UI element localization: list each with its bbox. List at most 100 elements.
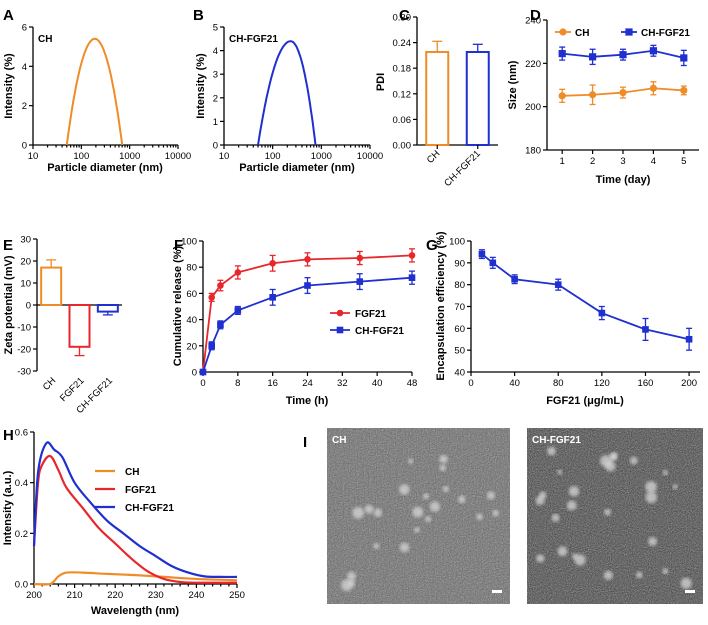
A-distribution-curve [65, 37, 124, 146]
F-marker [356, 254, 364, 262]
A-series-label: CH [38, 34, 52, 45]
F-marker [199, 368, 207, 376]
H-legend-label: FGF21 [125, 485, 157, 496]
B-x-tick-label: 10 [219, 151, 230, 162]
E-y-tick-label: -30 [17, 367, 31, 378]
sem-particle [648, 537, 658, 546]
E-bar-ch-fgf21 [96, 304, 119, 313]
H-y-tick-label: 0.6 [15, 428, 28, 439]
sem-particle [407, 458, 414, 464]
D-legend-label: CH [575, 28, 589, 39]
sem-particle [439, 454, 448, 464]
D-x-tick-label: 1 [560, 156, 565, 167]
sem-particle [629, 456, 638, 465]
F-marker [208, 342, 216, 350]
H-x-tick-label: 240 [188, 590, 204, 601]
H-y-axis-label: Intensity (a.u.) [2, 470, 14, 545]
sem-particle [412, 506, 424, 518]
G-x-tick-label: 160 [638, 378, 654, 389]
F-panel-label: F [174, 237, 183, 254]
sem-particle [645, 491, 658, 504]
D-y-tick-label: 240 [525, 16, 541, 27]
scale-bar [492, 590, 502, 593]
B-x-tick-label: 1000 [311, 151, 332, 162]
E-bar-fgf21 [68, 304, 91, 348]
F-y-tick-label: 20 [186, 341, 197, 352]
B-x-tick-label: 10000 [357, 151, 383, 162]
C-y-tick-label: 0.06 [393, 115, 412, 126]
B-y-tick-label: 5 [213, 23, 218, 34]
D-legend-marker [625, 28, 633, 36]
sem-particle [605, 460, 616, 472]
G-panel-label: G [426, 237, 438, 254]
F-y-tick-label: 40 [186, 315, 197, 326]
sem-particle [458, 495, 466, 504]
G-y-tick-label: 50 [454, 346, 465, 357]
C-y-tick-label: 0.12 [393, 89, 412, 100]
H-y-tick-label: 0.4 [15, 478, 28, 489]
G-y-tick-label: 90 [454, 258, 465, 269]
G-y-tick-label: 70 [454, 302, 465, 313]
F-marker [408, 274, 416, 281]
H-legend-label: CH-FGF21 [125, 503, 174, 514]
C-y-tick-label: 0.30 [393, 13, 412, 24]
D-x-tick-label: 5 [681, 156, 686, 167]
scale-bar [685, 590, 695, 593]
A-panel-label: A [3, 7, 14, 24]
B-x-tick-label: 100 [265, 151, 281, 162]
sem-particle [662, 469, 668, 476]
F-x-tick-label: 32 [337, 378, 348, 389]
H-x-tick-label: 230 [148, 590, 164, 601]
D-marker [589, 53, 597, 61]
B-series-label: CH-FGF21 [229, 34, 278, 45]
F-x-tick-label: 16 [267, 378, 278, 389]
H-panel-label: H [3, 427, 14, 444]
sem-particle [364, 504, 374, 514]
F-x-axis-label: Time (h) [286, 395, 329, 407]
D-marker [649, 47, 657, 55]
H-x-tick-label: 200 [26, 590, 42, 601]
I-panel-label: I [303, 434, 307, 451]
F-legend-marker [336, 309, 344, 317]
F-y-tick-label: 100 [181, 237, 197, 248]
F-x-tick-label: 8 [235, 378, 240, 389]
G-marker [685, 335, 693, 343]
B-y-axis-label: Intensity (%) [195, 53, 207, 119]
F-y-tick-label: 80 [186, 263, 197, 274]
D-y-tick-label: 200 [525, 102, 541, 113]
C-y-tick-label: 0.24 [393, 38, 412, 49]
D-marker [558, 49, 566, 58]
F-marker [304, 256, 311, 263]
D-marker [680, 54, 688, 62]
E-y-tick-label: 0 [26, 301, 31, 312]
G-x-axis-label: FGF21 (μg/mL) [546, 395, 624, 407]
D-x-tick-label: 3 [620, 156, 625, 167]
B-y-tick-label: 3 [213, 70, 218, 81]
A-y-tick-label: 0 [22, 141, 27, 152]
H-x-tick-label: 250 [229, 590, 245, 601]
E-y-tick-label: 20 [20, 257, 31, 268]
H-y-tick-label: 0.0 [15, 580, 28, 591]
D-marker [558, 92, 566, 100]
G-x-tick-label: 80 [553, 378, 564, 389]
sem-particle [609, 453, 617, 462]
C-bar-ch [425, 50, 450, 147]
sem-particle [636, 571, 643, 579]
H-series-curve-ch-fgf21 [32, 441, 238, 579]
F-legend-label: FGF21 [355, 309, 387, 320]
sem-particle [439, 464, 447, 472]
sem-image-ch-fgf21: CH-FGF21 [527, 428, 703, 604]
A-x-tick-label: 1000 [119, 151, 140, 162]
D-legend-label: CH-FGF21 [641, 28, 690, 39]
sem-particle [662, 568, 669, 575]
panel-D: 180 200 220 240 1 2 3 4 5 D Time (day) Size (nm) CH C… [507, 7, 699, 186]
panel-C: 0.00 0.06 0.12 0.18 0.24 0.30C PDI CH CH-FGF21 [375, 7, 498, 189]
F-marker [408, 252, 416, 259]
D-marker [589, 91, 597, 99]
H-series-curve-ch [33, 571, 238, 586]
E-y-tick-label: 10 [20, 279, 31, 290]
D-y-tick-label: 220 [525, 59, 541, 70]
D-marker [619, 51, 627, 59]
sem-particle [373, 508, 383, 517]
